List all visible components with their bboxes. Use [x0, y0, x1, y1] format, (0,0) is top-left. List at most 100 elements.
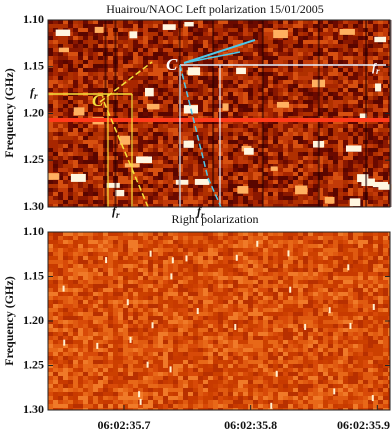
texture-cell: [73, 40, 78, 44]
texture-cell: [203, 32, 208, 36]
texture-cell: [98, 64, 103, 68]
texture-cell: [123, 268, 128, 272]
texture-cell: [378, 136, 383, 140]
texture-cell: [133, 272, 138, 276]
texture-cell: [243, 176, 248, 180]
texture-cell: [353, 168, 358, 172]
texture-cell: [288, 192, 293, 196]
texture-cell: [158, 268, 163, 272]
texture-cell: [123, 52, 128, 56]
texture-cell: [163, 88, 168, 92]
texture-cell: [203, 60, 208, 64]
texture-cell: [73, 360, 78, 364]
texture-cell: [373, 44, 378, 48]
texture-cell: [278, 128, 283, 132]
texture-cell: [148, 360, 153, 364]
texture-cell: [158, 336, 163, 340]
texture-cell: [343, 164, 348, 168]
texture-cell: [283, 132, 288, 136]
texture-cell: [133, 248, 138, 252]
texture-cell: [83, 164, 88, 168]
texture-cell: [243, 200, 248, 204]
texture-cell: [253, 184, 258, 188]
texture-cell: [218, 36, 223, 40]
texture-cell: [203, 152, 208, 156]
texture-cell: [203, 300, 208, 304]
texture-cell: [308, 184, 313, 188]
texture-cell: [383, 76, 388, 80]
texture-cell: [378, 144, 383, 148]
texture-cell: [268, 80, 273, 84]
texture-cell: [278, 60, 283, 64]
texture-cell: [138, 36, 143, 40]
texture-cell: [73, 96, 78, 100]
texture-cell: [323, 168, 328, 172]
texture-cell: [138, 380, 143, 384]
texture-cell: [88, 132, 93, 136]
texture-cell: [63, 68, 68, 72]
texture-cell: [298, 136, 303, 140]
texture-cell: [118, 36, 123, 40]
texture-cell: [158, 144, 163, 148]
texture-cell: [98, 144, 103, 148]
texture-cell: [353, 92, 358, 96]
texture-cell: [183, 40, 188, 44]
texture-cell: [183, 236, 188, 240]
texture-cell: [103, 268, 108, 272]
texture-cell: [88, 36, 93, 40]
texture-cell: [198, 164, 203, 168]
texture-cell: [78, 320, 83, 324]
texture-cell: [243, 168, 248, 172]
texture-cell: [68, 144, 73, 148]
texture-cell: [223, 136, 228, 140]
texture-cell: [173, 112, 178, 116]
texture-cell: [73, 284, 78, 288]
texture-cell: [333, 44, 338, 48]
texture-cell: [198, 316, 203, 320]
texture-cell: [368, 84, 373, 88]
texture-cell: [138, 104, 143, 108]
texture-cell: [193, 260, 198, 264]
texture-cell: [333, 180, 338, 184]
texture-cell: [178, 320, 183, 324]
texture-spot: [346, 145, 362, 151]
texture-cell: [203, 376, 208, 380]
texture-cell: [303, 144, 308, 148]
texture-cell: [128, 344, 133, 348]
texture-cell: [193, 320, 198, 324]
texture-cell: [108, 192, 113, 196]
texture-cell: [148, 36, 153, 40]
texture-cell: [63, 328, 68, 332]
texture-cell: [223, 112, 228, 116]
texture-cell: [118, 348, 123, 352]
texture-cell: [118, 368, 123, 372]
texture-cell: [188, 28, 193, 32]
texture-cell: [193, 368, 198, 372]
texture-cell: [188, 384, 193, 388]
texture-cell: [128, 328, 133, 332]
texture-cell: [373, 144, 378, 148]
texture-cell: [348, 104, 353, 108]
texture-cell: [183, 324, 188, 328]
texture-cell: [78, 280, 83, 284]
texture-cell: [193, 292, 198, 296]
texture-cell: [173, 348, 178, 352]
texture-cell: [68, 64, 73, 68]
texture-cell: [333, 176, 338, 180]
texture-cell: [233, 356, 238, 360]
texture-cell: [63, 152, 68, 156]
texture-cell: [368, 100, 373, 104]
texture-cell: [158, 264, 163, 268]
texture-cell: [228, 340, 233, 344]
texture-cell: [233, 124, 238, 128]
texture-cell: [88, 84, 93, 88]
texture-cell: [88, 180, 93, 184]
texture-cell: [278, 84, 283, 88]
texture-cell: [218, 316, 223, 320]
texture-cell: [78, 316, 83, 320]
texture-cell: [153, 392, 158, 396]
texture-cell: [78, 100, 83, 104]
texture-cell: [68, 72, 73, 76]
texture-cell: [203, 268, 208, 272]
texture-cell: [338, 172, 343, 176]
